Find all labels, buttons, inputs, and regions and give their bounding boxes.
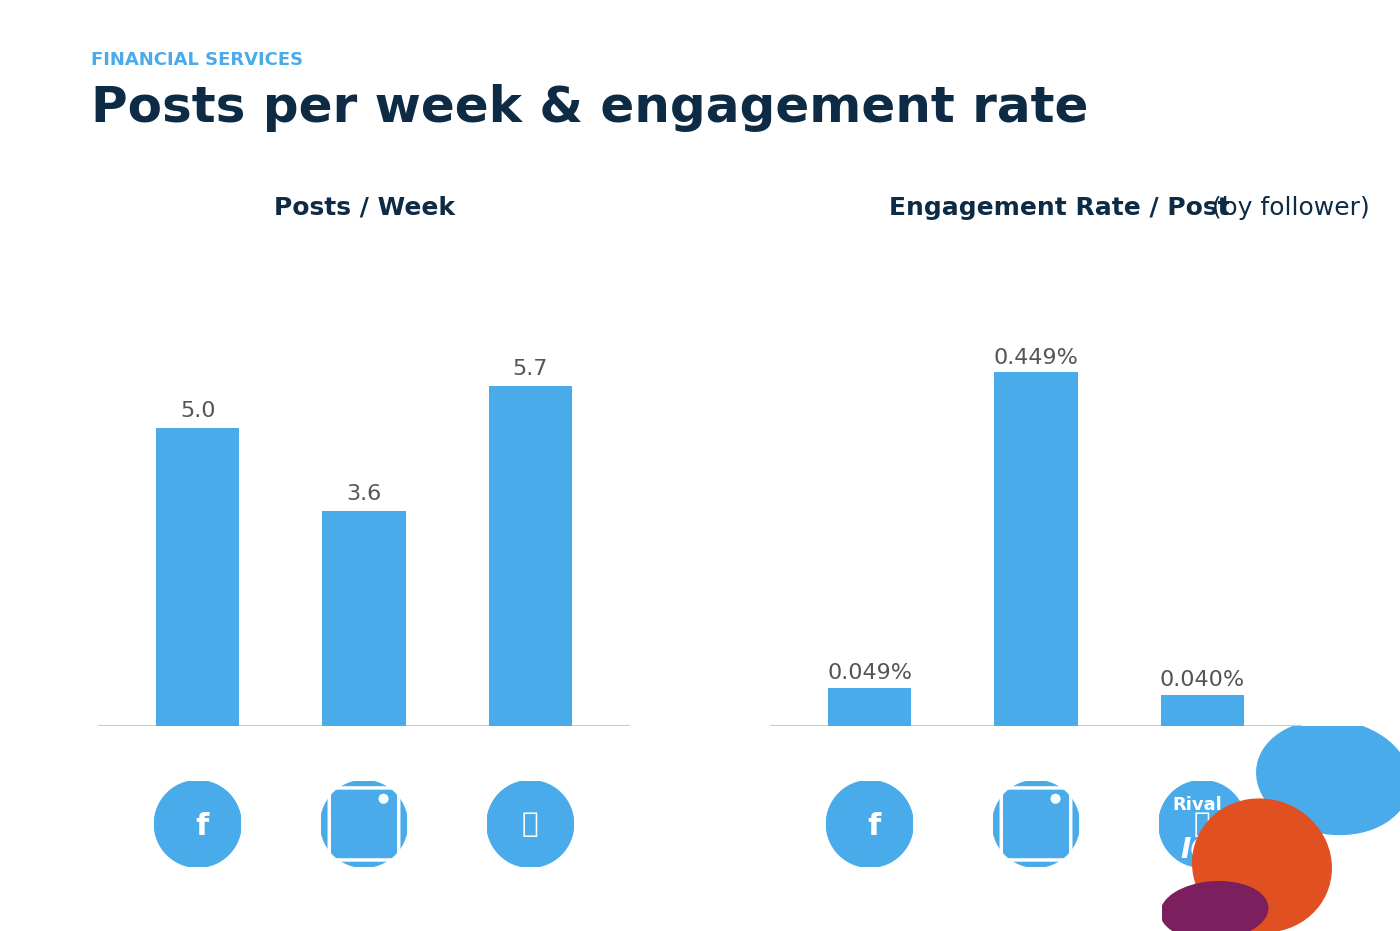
Text: 3.6: 3.6	[346, 484, 382, 505]
Bar	[322, 511, 406, 726]
Text: (by follower): (by follower)	[1204, 196, 1369, 220]
Text: f: f	[868, 812, 881, 841]
Bar	[157, 427, 239, 726]
Text: Engagement Rate / Post: Engagement Rate / Post	[889, 196, 1229, 220]
Text: 5.0: 5.0	[181, 400, 216, 421]
Text: 🐦: 🐦	[1194, 810, 1211, 838]
Circle shape	[1159, 780, 1246, 868]
Circle shape	[1051, 794, 1060, 803]
Text: Posts / Week: Posts / Week	[273, 196, 455, 220]
Bar	[489, 386, 571, 726]
Ellipse shape	[1193, 799, 1331, 931]
Text: 5.7: 5.7	[512, 358, 547, 379]
Text: Rival: Rival	[1172, 796, 1222, 814]
Circle shape	[826, 780, 913, 868]
Circle shape	[321, 780, 407, 868]
Text: f: f	[196, 812, 209, 841]
Circle shape	[993, 780, 1079, 868]
Circle shape	[154, 780, 241, 868]
Circle shape	[379, 794, 388, 803]
Text: 0.449%: 0.449%	[994, 347, 1078, 368]
Text: FINANCIAL SERVICES: FINANCIAL SERVICES	[91, 51, 304, 69]
Ellipse shape	[1257, 721, 1400, 834]
Bar	[994, 371, 1078, 726]
Text: 🐦: 🐦	[522, 810, 539, 838]
Circle shape	[487, 780, 574, 868]
Ellipse shape	[1161, 882, 1268, 931]
Text: 0.040%: 0.040%	[1159, 670, 1245, 690]
Text: IQ: IQ	[1180, 836, 1214, 864]
Bar	[829, 687, 911, 726]
Text: Posts per week & engagement rate: Posts per week & engagement rate	[91, 84, 1088, 132]
Text: 0.049%: 0.049%	[827, 663, 913, 683]
Bar	[1161, 695, 1243, 726]
